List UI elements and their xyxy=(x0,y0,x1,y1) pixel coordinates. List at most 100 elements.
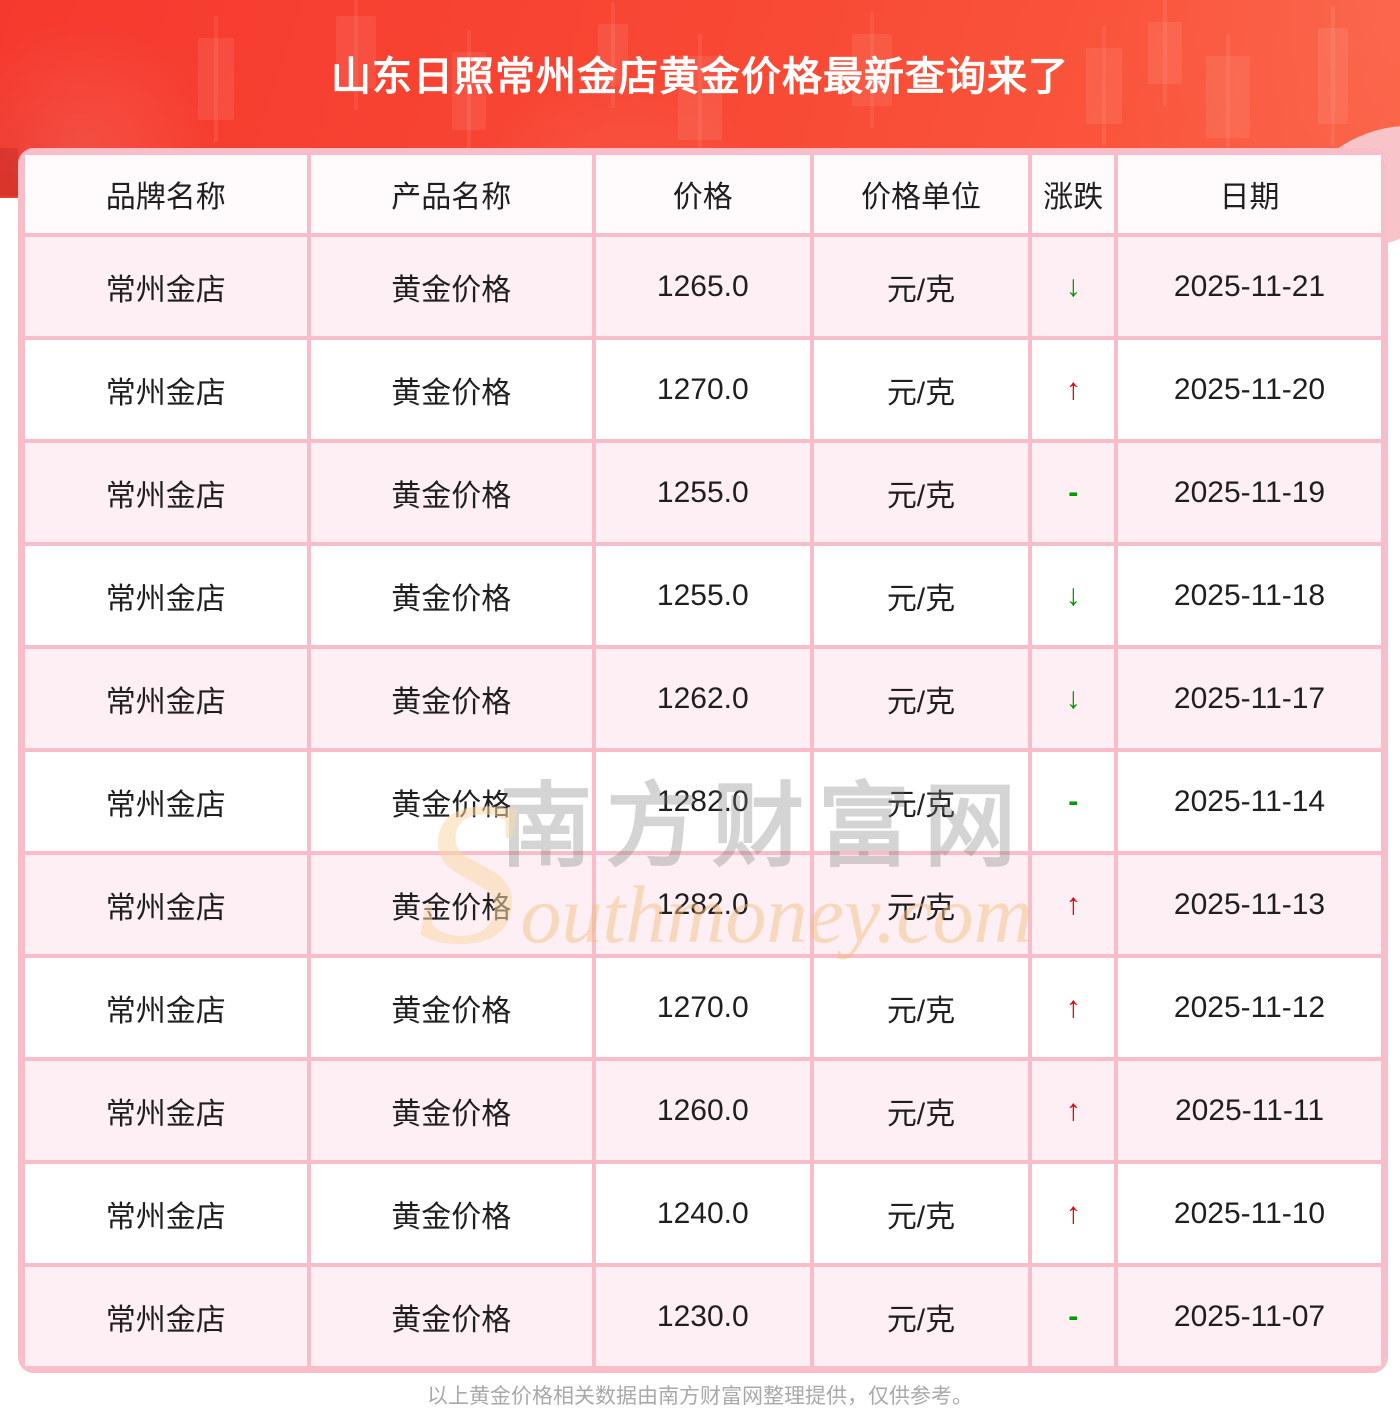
unit-cell: 元/克 xyxy=(809,851,1033,958)
price-cell: 1260.0 xyxy=(592,1057,814,1164)
table-row: 常州金店 黄金价格 1240.0 元/克 ↑ 2025-11-10 xyxy=(21,1160,1385,1267)
product-cell: 黄金价格 xyxy=(306,645,597,752)
candlestick-decoration xyxy=(1206,56,1250,138)
product-cell: 黄金价格 xyxy=(306,542,597,649)
up-arrow-icon: ↑ xyxy=(1065,990,1081,1024)
up-arrow-icon: ↑ xyxy=(1065,1196,1081,1230)
date-cell: 2025-11-12 xyxy=(1114,954,1385,1061)
date-cell: 2025-11-13 xyxy=(1114,851,1385,958)
candlestick-decoration xyxy=(0,148,18,196)
down-arrow-icon: ↓ xyxy=(1065,578,1081,612)
date-cell: 2025-11-20 xyxy=(1114,336,1385,443)
change-cell: ↑ xyxy=(1028,336,1119,443)
candlestick-decoration xyxy=(452,52,486,130)
price-cell: 1282.0 xyxy=(592,851,814,958)
candlestick-decoration xyxy=(1148,22,1182,84)
change-cell: ↑ xyxy=(1028,1160,1119,1267)
table-row: 常州金店 黄金价格 1270.0 元/克 ↑ 2025-11-20 xyxy=(21,336,1385,443)
product-cell: 黄金价格 xyxy=(306,1160,597,1267)
table-row: 常州金店 黄金价格 1262.0 元/克 ↓ 2025-11-17 xyxy=(21,645,1385,752)
brand-cell: 常州金店 xyxy=(21,645,311,752)
date-cell: 2025-11-10 xyxy=(1114,1160,1385,1267)
change-cell: ↑ xyxy=(1028,851,1119,958)
column-header: 价格 xyxy=(592,151,814,237)
unit-cell: 元/克 xyxy=(809,439,1033,546)
unit-cell: 元/克 xyxy=(809,645,1033,752)
date-cell: 2025-11-14 xyxy=(1114,748,1385,855)
change-cell: ↓ xyxy=(1028,542,1119,649)
up-arrow-icon: ↑ xyxy=(1065,372,1081,406)
flat-dash-icon: - xyxy=(1068,475,1079,509)
footer-note: 以上黄金价格相关数据由南方财富网整理提供，仅供参考。 xyxy=(427,1385,973,1408)
brand-cell: 常州金店 xyxy=(21,851,311,958)
brand-cell: 常州金店 xyxy=(21,439,311,546)
change-cell: - xyxy=(1028,1263,1119,1370)
unit-cell: 元/克 xyxy=(809,542,1033,649)
column-header: 产品名称 xyxy=(306,151,597,237)
price-cell: 1230.0 xyxy=(592,1263,814,1370)
unit-cell: 元/克 xyxy=(809,1263,1033,1370)
candlestick-decoration xyxy=(1318,28,1348,124)
date-cell: 2025-11-19 xyxy=(1114,439,1385,546)
candlestick-decoration xyxy=(336,16,376,88)
page-title: 山东日照常州金店黄金价格最新查询来了 xyxy=(331,55,1069,99)
gold-price-table: 品牌名称 产品名称 价格 价格单位 涨跌 日期 常州金店 黄金价格 1265.0 元/克 ↓ 202… xyxy=(21,151,1385,1370)
brand-cell: 常州金店 xyxy=(21,336,311,443)
price-cell: 1262.0 xyxy=(592,645,814,752)
brand-cell: 常州金店 xyxy=(21,542,311,649)
date-cell: 2025-11-21 xyxy=(1114,233,1385,340)
unit-cell: 元/克 xyxy=(809,336,1033,443)
date-cell: 2025-11-17 xyxy=(1114,645,1385,752)
product-cell: 黄金价格 xyxy=(306,1057,597,1164)
table-row: 常州金店 黄金价格 1230.0 元/克 - 2025-11-07 xyxy=(21,1263,1385,1370)
product-cell: 黄金价格 xyxy=(306,1263,597,1370)
table-row: 常州金店 黄金价格 1255.0 元/克 - 2025-11-19 xyxy=(21,439,1385,546)
brand-cell: 常州金店 xyxy=(21,1057,311,1164)
down-arrow-icon: ↓ xyxy=(1065,269,1081,303)
brand-cell: 常州金店 xyxy=(21,748,311,855)
candlestick-decoration xyxy=(852,34,892,106)
price-cell: 1270.0 xyxy=(592,954,814,1061)
up-arrow-icon: ↑ xyxy=(1065,1093,1081,1127)
change-cell: ↓ xyxy=(1028,233,1119,340)
product-cell: 黄金价格 xyxy=(306,851,597,958)
flat-dash-icon: - xyxy=(1068,784,1079,818)
column-header: 品牌名称 xyxy=(21,151,311,237)
table-row: 常州金店 黄金价格 1260.0 元/克 ↑ 2025-11-11 xyxy=(21,1057,1385,1164)
column-header: 涨跌 xyxy=(1028,151,1119,237)
table-row: 常州金店 黄金价格 1282.0 元/克 - 2025-11-14 xyxy=(21,748,1385,855)
table-row: 常州金店 黄金价格 1270.0 元/克 ↑ 2025-11-12 xyxy=(21,954,1385,1061)
date-cell: 2025-11-07 xyxy=(1114,1263,1385,1370)
change-cell: - xyxy=(1028,748,1119,855)
price-table-card: 品牌名称 产品名称 价格 价格单位 涨跌 日期 常州金店 黄金价格 1265.0 元/克 ↓ 202… xyxy=(18,148,1388,1373)
brand-cell: 常州金店 xyxy=(21,954,311,1061)
down-arrow-icon: ↓ xyxy=(1065,681,1081,715)
candlestick-decoration xyxy=(598,24,628,86)
change-cell: ↓ xyxy=(1028,645,1119,752)
table-row: 常州金店 黄金价格 1265.0 元/克 ↓ 2025-11-21 xyxy=(21,233,1385,340)
date-cell: 2025-11-11 xyxy=(1114,1057,1385,1164)
price-cell: 1282.0 xyxy=(592,748,814,855)
candlestick-decoration xyxy=(1086,48,1122,124)
unit-cell: 元/克 xyxy=(809,748,1033,855)
unit-cell: 元/克 xyxy=(809,1057,1033,1164)
candlestick-decoration xyxy=(678,56,722,140)
product-cell: 黄金价格 xyxy=(306,748,597,855)
product-cell: 黄金价格 xyxy=(306,954,597,1061)
price-cell: 1270.0 xyxy=(592,336,814,443)
product-cell: 黄金价格 xyxy=(306,439,597,546)
price-cell: 1255.0 xyxy=(592,439,814,546)
price-cell: 1265.0 xyxy=(592,233,814,340)
unit-cell: 元/克 xyxy=(809,1160,1033,1267)
column-header: 价格单位 xyxy=(809,151,1033,237)
brand-cell: 常州金店 xyxy=(21,233,311,340)
brand-cell: 常州金店 xyxy=(21,1160,311,1267)
candlestick-decoration xyxy=(198,38,234,120)
change-cell: ↑ xyxy=(1028,954,1119,1061)
price-cell: 1255.0 xyxy=(592,542,814,649)
change-cell: - xyxy=(1028,439,1119,546)
brand-cell: 常州金店 xyxy=(21,1263,311,1370)
column-header: 日期 xyxy=(1114,151,1385,237)
table-header-row: 品牌名称 产品名称 价格 价格单位 涨跌 日期 xyxy=(21,151,1385,237)
